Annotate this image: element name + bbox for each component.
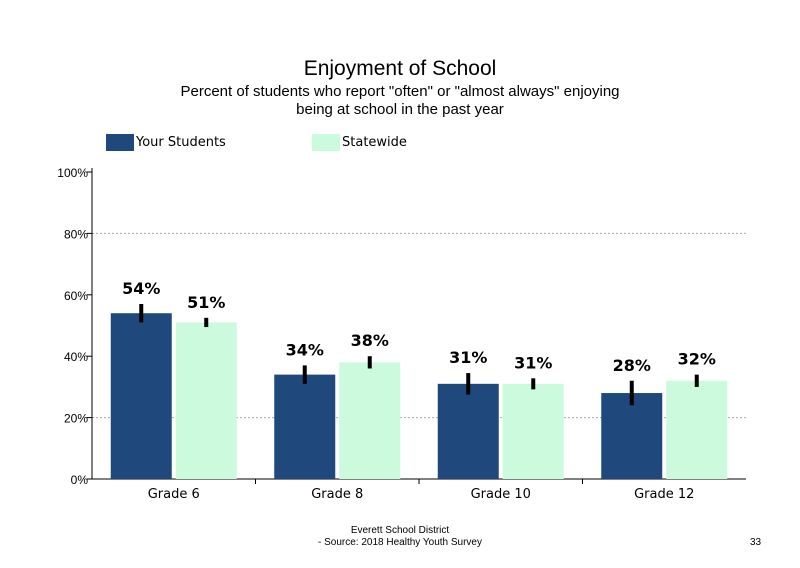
legend-label-your-students: Your Students	[136, 134, 226, 150]
y-tick-label: 60%	[64, 289, 88, 303]
subtitle-line-2: being at school in the past year	[296, 101, 504, 118]
subtitle-line-1: Percent of students who report "often" o…	[180, 83, 620, 100]
data-label: 31%	[514, 353, 552, 372]
bar-statewide	[339, 362, 401, 479]
page-number: 33	[750, 537, 762, 548]
chart-subtitle: Percent of students who report "often" o…	[150, 83, 650, 119]
x-tick-label: Grade 12	[634, 487, 694, 502]
bar-statewide	[502, 383, 564, 479]
legend-label-statewide: Statewide	[342, 134, 407, 150]
data-label: 31%	[449, 348, 487, 367]
data-label: 34%	[286, 340, 324, 359]
footer-source: - Source: 2018 Healthy Youth Survey	[318, 537, 482, 548]
y-tick-label: 0%	[71, 473, 89, 487]
bar-statewide	[175, 322, 237, 479]
legend-swatch-statewide	[312, 133, 340, 151]
data-label: 38%	[351, 331, 389, 350]
bar-your-students	[274, 374, 336, 479]
x-tick-label: Grade 6	[148, 487, 200, 502]
bar-your-students	[437, 383, 499, 479]
data-label: 54%	[122, 279, 160, 298]
y-tick-label: 80%	[64, 227, 88, 241]
bar-your-students	[601, 393, 663, 479]
data-label: 32%	[678, 350, 716, 369]
x-tick-label: Grade 10	[471, 487, 531, 502]
footer: Everett School District - Source: 2018 H…	[250, 525, 550, 549]
y-tick-label: 100%	[57, 166, 88, 180]
data-label: 28%	[613, 356, 651, 375]
y-tick-label: 40%	[64, 350, 88, 364]
footer-district: Everett School District	[350, 525, 450, 536]
data-label: 51%	[187, 293, 225, 312]
x-tick-label: Grade 8	[311, 487, 363, 502]
legend-item-your-students: Your Students	[106, 133, 226, 151]
y-tick-label: 20%	[64, 412, 88, 426]
bar-statewide	[666, 380, 728, 479]
legend-item-statewide: Statewide	[312, 133, 407, 151]
legend-swatch-your-students	[106, 133, 134, 151]
chart-title: Enjoyment of School	[303, 57, 497, 80]
bar-your-students	[110, 313, 172, 479]
